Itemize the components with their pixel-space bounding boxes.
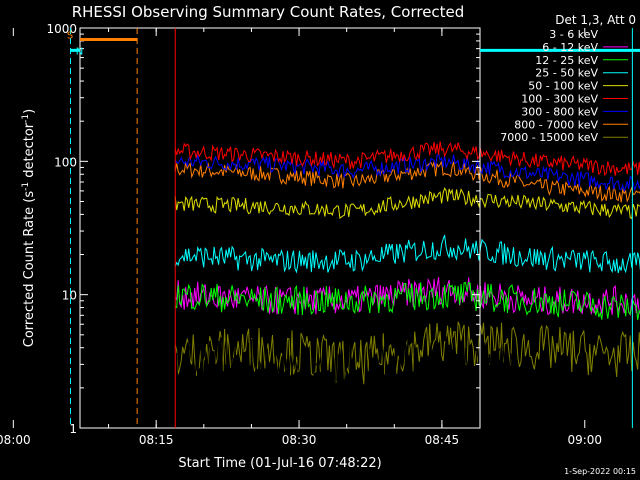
y-tick-label: 100 <box>54 155 77 169</box>
event-bars: SN <box>67 28 640 428</box>
y-label-part-3: ) <box>22 109 37 114</box>
y-label-sup-1: -1 <box>21 182 31 191</box>
x-axis-label: Start Time (01-Jul-16 07:48:22) <box>178 456 381 471</box>
x-tick-label: 08:15 <box>139 433 174 447</box>
legend-item-label: 6 - 12 keV <box>542 41 598 54</box>
x-tick-label: 08:30 <box>282 433 317 447</box>
y-tick-label: 10 <box>62 289 77 303</box>
plot-frame <box>79 27 481 429</box>
legend-item-label: 7000 - 15000 keV <box>500 131 598 144</box>
event-label: S <box>67 30 73 41</box>
series-trace-segment-2 <box>174 281 640 321</box>
y-label-part-1: Corrected Count Rate (s <box>22 191 37 348</box>
legend-item-label: 100 - 300 keV <box>521 93 598 106</box>
series-trace-segment-2 <box>174 336 640 429</box>
series-trace-segment-2 <box>174 187 640 220</box>
y-tick-label: 1 <box>69 422 77 436</box>
series-trace-segment-2 <box>174 152 640 193</box>
y-axis-label: Corrected Count Rate (s-1 detector-1) <box>21 109 37 347</box>
plot-area <box>174 141 640 429</box>
event-label: N <box>76 46 83 57</box>
series-trace-segment-2 <box>174 159 640 203</box>
y-label-part-2: detector <box>22 122 37 182</box>
series-trace-segment-2 <box>174 234 640 274</box>
legend-item-label: 50 - 100 keV <box>528 80 598 93</box>
legend-item-label: 300 - 800 keV <box>521 105 598 118</box>
footer-timestamp: 1-Sep-2022 00:15 <box>564 467 636 476</box>
legend-item-label: 3 - 6 keV <box>549 28 598 41</box>
y-label-sup-2: -1 <box>21 114 31 123</box>
legend-header: Det 1,3, Att 0 <box>555 13 636 27</box>
legend-item-label: 25 - 50 keV <box>535 67 598 80</box>
x-tick-label: 09:00 <box>567 433 602 447</box>
series-trace-segment-2 <box>174 277 640 317</box>
legend-item-label: 800 - 7000 keV <box>514 118 598 131</box>
series-trace-segment-2 <box>174 141 640 177</box>
chart-title: RHESSI Observing Summary Count Rates, Co… <box>72 3 465 21</box>
x-tick-label: 08:00 <box>0 433 31 447</box>
y-tick-label: 1000 <box>46 22 77 36</box>
legend-item-label: 12 - 25 keV <box>535 54 598 67</box>
x-tick-label: 08:45 <box>425 433 460 447</box>
